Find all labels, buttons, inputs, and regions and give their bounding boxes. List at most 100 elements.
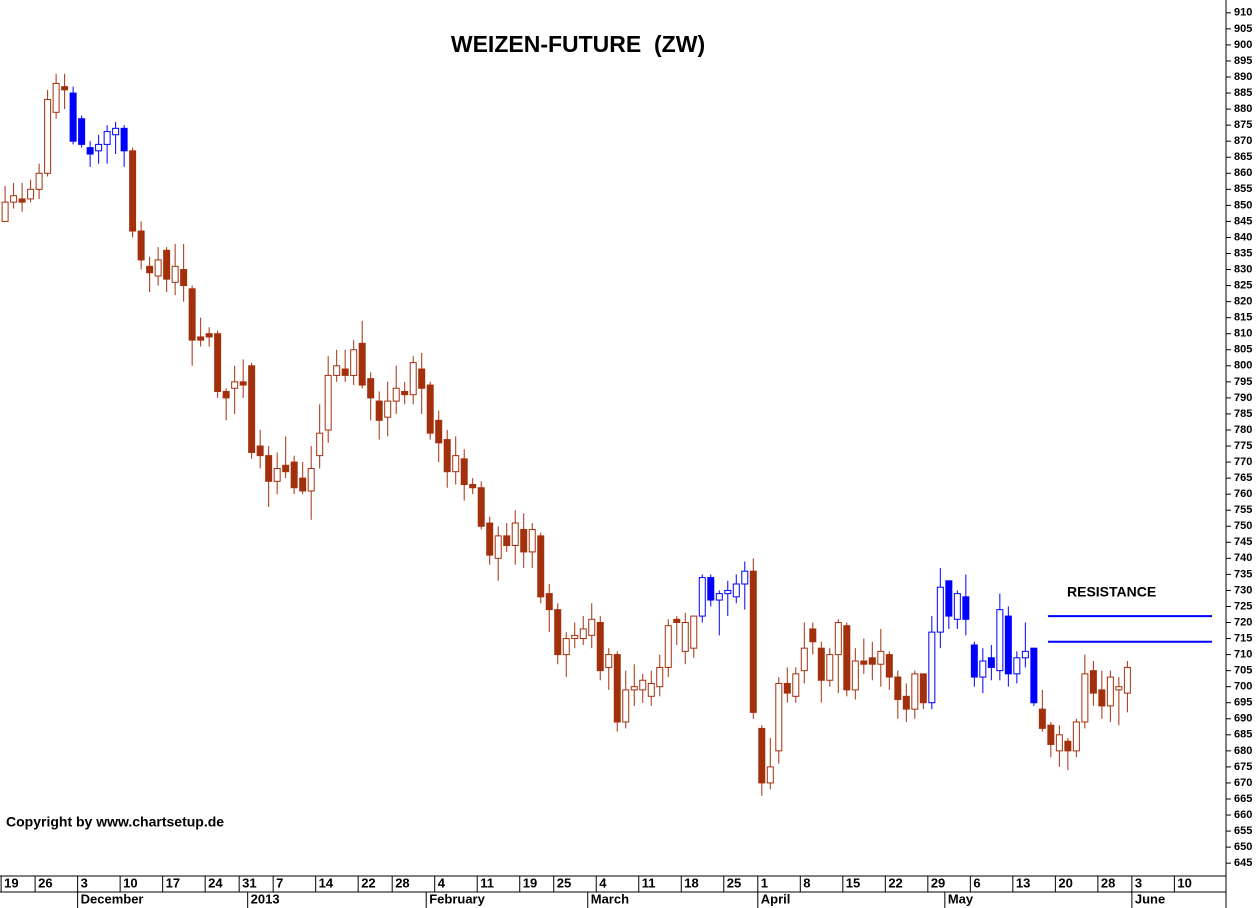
candle-body <box>511 522 519 546</box>
y-tick-label: 775 <box>1234 440 1252 452</box>
y-tick-label: 745 <box>1234 536 1252 548</box>
candle-body <box>129 150 137 232</box>
y-tick-label: 875 <box>1234 119 1252 131</box>
y-tick-label: 880 <box>1234 103 1252 115</box>
y-tick-label: 905 <box>1234 23 1252 35</box>
x-tick-label: 3 <box>1135 875 1142 890</box>
candle-body <box>902 695 910 710</box>
candle-body <box>214 333 222 392</box>
candle-body <box>1123 666 1131 694</box>
candle-body <box>1072 721 1080 752</box>
y-tick-label: 820 <box>1234 296 1252 308</box>
candle-body <box>350 349 358 376</box>
x-tick-label: 10 <box>1177 875 1191 890</box>
x-tick-label: 22 <box>361 875 375 890</box>
candle-body <box>426 384 434 434</box>
copyright: Copyright by www.chartsetup.de <box>6 814 224 830</box>
month-label: December <box>81 891 144 906</box>
y-tick-label: 855 <box>1234 183 1252 195</box>
y-tick-label: 860 <box>1234 167 1252 179</box>
candle-body <box>503 535 511 546</box>
candle-body <box>724 589 732 595</box>
candle-body <box>171 265 179 283</box>
candle-body <box>44 98 52 174</box>
y-tick-label: 890 <box>1234 71 1252 83</box>
candle-body <box>299 477 307 492</box>
x-tick-label: 8 <box>803 875 810 890</box>
candle-body <box>1038 708 1046 729</box>
candle-body <box>860 660 868 665</box>
y-tick-label: 735 <box>1234 568 1252 580</box>
y-tick-label: 825 <box>1234 279 1252 291</box>
candle-body <box>698 577 706 617</box>
candle-body <box>928 631 936 704</box>
y-tick-label: 720 <box>1234 616 1252 628</box>
candle-body <box>486 522 494 556</box>
y-tick-label: 850 <box>1234 199 1252 211</box>
candle-body <box>1013 657 1021 675</box>
candle-body <box>239 381 247 386</box>
candle-body <box>647 682 655 697</box>
candle-body <box>911 673 919 710</box>
candle-body <box>95 143 103 152</box>
y-tick-label: 840 <box>1234 231 1252 243</box>
candle-body <box>681 622 689 652</box>
y-tick-label: 805 <box>1234 344 1252 356</box>
candle-body <box>630 686 638 691</box>
candle-body <box>103 131 111 145</box>
candle-body <box>1064 740 1072 752</box>
y-tick-label: 795 <box>1234 376 1252 388</box>
candle-body <box>571 634 579 640</box>
candle-body <box>188 288 196 341</box>
candle-body <box>469 484 477 489</box>
y-tick-label: 770 <box>1234 456 1252 468</box>
candle-body <box>545 593 553 611</box>
candle-body <box>953 593 961 620</box>
candle-body <box>715 593 723 601</box>
x-tick-label: 4 <box>438 875 446 890</box>
candle-body <box>154 259 162 277</box>
candle-body <box>979 660 987 678</box>
candle-body <box>307 467 315 492</box>
y-tick-label: 655 <box>1234 825 1252 837</box>
y-tick-label: 750 <box>1234 520 1252 532</box>
y-tick-label: 870 <box>1234 135 1252 147</box>
candle-body <box>936 586 944 633</box>
candle-body <box>316 432 324 457</box>
candle-body <box>10 195 18 203</box>
y-tick-label: 730 <box>1234 584 1252 596</box>
candle-body <box>333 365 341 376</box>
y-tick-label: 710 <box>1234 648 1252 660</box>
candle-body <box>112 127 120 136</box>
x-tick-label: 4 <box>599 875 607 890</box>
candle-body <box>1081 673 1089 723</box>
candle-body <box>341 368 349 376</box>
candle-body <box>673 618 681 624</box>
candle-body <box>868 657 876 665</box>
candle-body <box>613 654 621 723</box>
candle-body <box>817 647 825 681</box>
x-tick-label: 14 <box>319 875 334 890</box>
candle-body <box>61 86 69 91</box>
candle-body <box>707 577 715 601</box>
candle-body <box>460 458 468 486</box>
candle-body <box>222 390 230 399</box>
candle-body <box>588 618 596 636</box>
candle-body <box>800 647 808 672</box>
candle-body <box>783 682 791 694</box>
y-tick-label: 835 <box>1234 247 1252 259</box>
x-tick-label: 1 <box>761 875 768 890</box>
x-tick-label: 3 <box>81 875 88 890</box>
candle-body <box>537 535 545 598</box>
y-tick-label: 765 <box>1234 472 1252 484</box>
candle-body <box>86 147 94 155</box>
x-tick-label: 26 <box>38 875 52 890</box>
x-tick-label: 25 <box>557 875 571 890</box>
candle-body <box>1055 734 1063 752</box>
y-tick-label: 645 <box>1234 857 1252 869</box>
x-tick-label: 17 <box>166 875 180 890</box>
y-tick-label: 740 <box>1234 552 1252 564</box>
candle-body <box>52 82 60 113</box>
